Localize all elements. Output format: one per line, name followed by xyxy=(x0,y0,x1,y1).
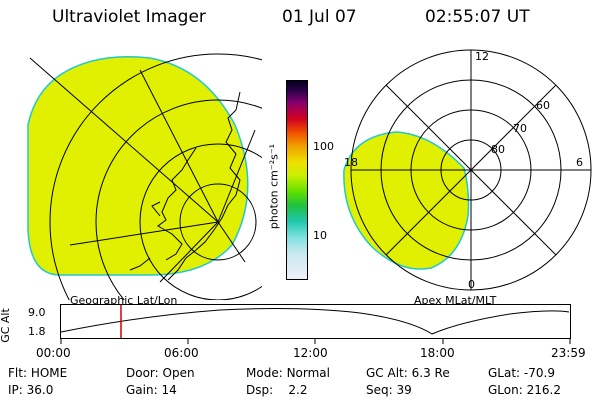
magnetic-panel-label: Apex MLat/MLT xyxy=(414,294,497,307)
time-tick-0600: 06:00 xyxy=(164,346,199,360)
aurora-region-magnetic xyxy=(343,131,470,270)
geo-grid xyxy=(29,53,262,300)
info-glon: GLon: 216.2 xyxy=(488,383,561,397)
altitude-axis-label: GC Alt xyxy=(0,308,12,343)
polar-grid xyxy=(350,49,592,291)
info-seq: Seq: 39 xyxy=(366,383,412,397)
altitude-plot xyxy=(60,304,571,344)
time-ticks xyxy=(60,338,571,344)
time-tick-1800: 18:00 xyxy=(420,346,455,360)
info-flt: Flt: HOME xyxy=(8,366,68,380)
time-label: 02:55:07 UT xyxy=(425,7,530,27)
intensity-colorbar xyxy=(286,80,308,280)
geographic-panel-label: Geographic Lat/Lon xyxy=(70,294,178,307)
lat-label-70: 70 xyxy=(513,122,527,135)
colorbar-unit: photon cm⁻²s⁻¹ xyxy=(267,143,281,230)
geographic-map xyxy=(27,53,262,300)
info-door: Door: Open xyxy=(126,366,195,380)
altitude-tick-high: 9.0 xyxy=(28,306,46,319)
mlt-label-12: 12 xyxy=(475,50,489,63)
altitude-curve xyxy=(60,308,570,335)
mlt-label-6: 6 xyxy=(576,156,583,169)
info-gc-alt: GC Alt: 6.3 Re xyxy=(366,366,450,380)
aurora-region-geographic xyxy=(27,56,249,276)
mlt-label-18: 18 xyxy=(344,156,358,169)
coastline xyxy=(129,91,241,281)
lat-label-80: 80 xyxy=(491,143,505,156)
altitude-tick-low: 1.8 xyxy=(28,325,46,338)
instrument-title: Ultraviolet Imager xyxy=(52,7,206,27)
time-tick-1200: 12:00 xyxy=(293,346,328,360)
info-ip: IP: 36.0 xyxy=(8,383,54,397)
magnetic-polar-plot: 12 18 6 0 60 70 80 xyxy=(343,49,592,291)
info-dsp: Dsp: 2.2 xyxy=(246,383,308,397)
colorbar-tick-100: 100 xyxy=(313,140,334,153)
time-tick-2359: 23:59 xyxy=(551,346,586,360)
mlt-label-0: 0 xyxy=(468,278,475,291)
colorbar-tick-10: 10 xyxy=(313,229,327,242)
info-mode: Mode: Normal xyxy=(246,366,330,380)
lat-label-60: 60 xyxy=(536,99,550,112)
time-tick-0000: 00:00 xyxy=(36,346,71,360)
date-label: 01 Jul 07 xyxy=(282,7,357,27)
info-glat: GLat: -70.9 xyxy=(488,366,555,380)
info-gain: Gain: 14 xyxy=(126,383,177,397)
